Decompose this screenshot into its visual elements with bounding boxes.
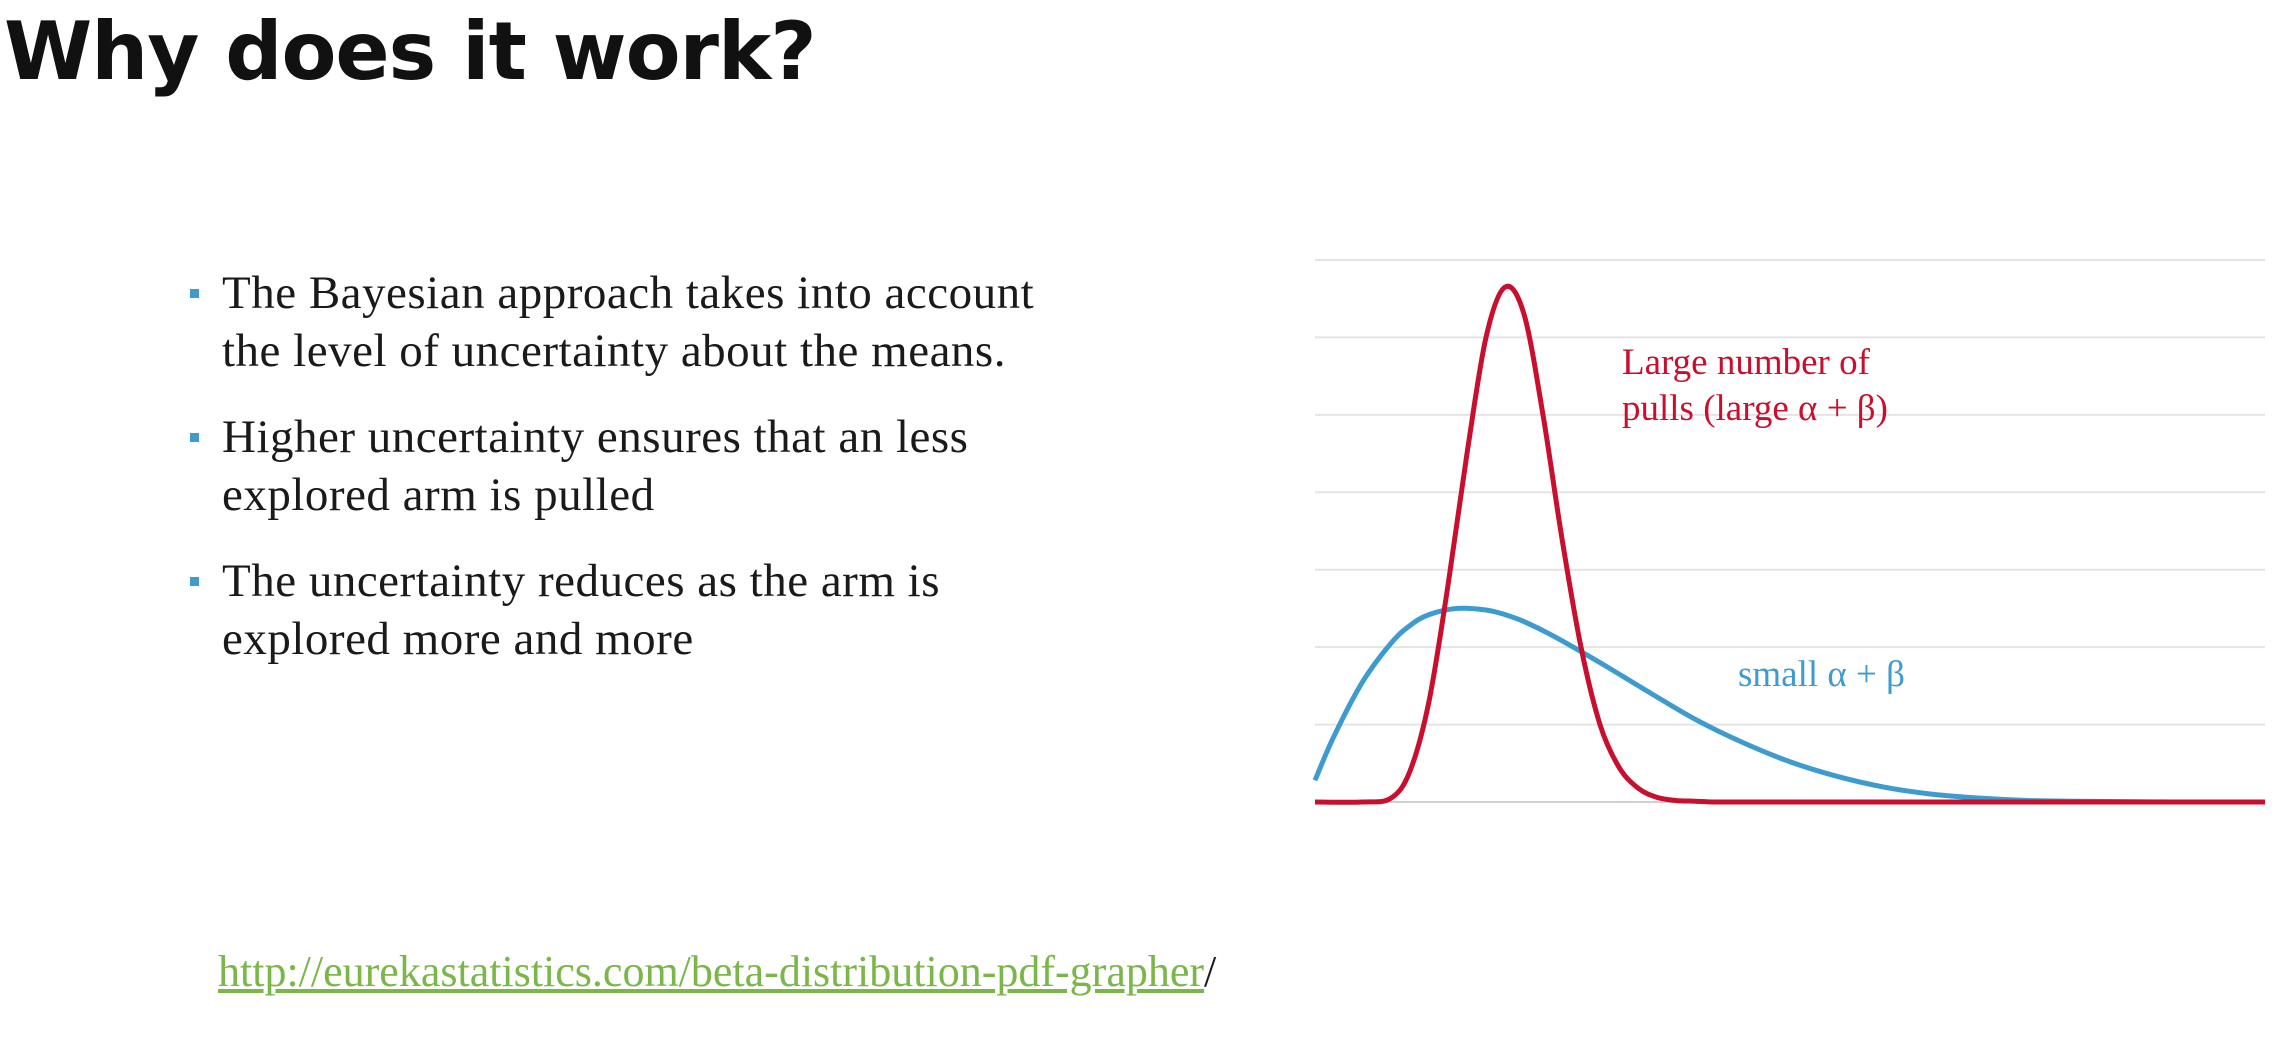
beta-distribution-chart: Large number of pulls (large α + β) smal… bbox=[1312, 259, 2266, 805]
bullet-text-line: The Bayesian approach takes into account bbox=[222, 267, 1035, 319]
series-line-red bbox=[1314, 283, 2265, 805]
source-link-row: http://eurekastatistics.com/beta-distrib… bbox=[218, 944, 1216, 1000]
square-bullet-icon bbox=[190, 577, 199, 586]
series-label-red: Large number of bbox=[1622, 342, 1871, 383]
bullet-list: The Bayesian approach takes into account… bbox=[182, 264, 1262, 696]
bullet-text-line: explored arm is pulled bbox=[222, 469, 655, 521]
bullet-text-line: the level of uncertainty about the means… bbox=[222, 325, 1006, 377]
bullet-text-line: The uncertainty reduces as the arm is bbox=[222, 555, 940, 607]
bullet-item: Higher uncertainty ensures that an less … bbox=[182, 408, 1262, 524]
slide-title: Why does it work? bbox=[4, 5, 817, 98]
series-line-blue bbox=[1312, 605, 2266, 805]
bullet-item: The uncertainty reduces as the arm is ex… bbox=[182, 552, 1262, 668]
bullet-item: The Bayesian approach takes into account… bbox=[182, 264, 1262, 380]
link-suffix: / bbox=[1204, 947, 1217, 996]
bullet-text-line: explored more and more bbox=[222, 613, 694, 665]
square-bullet-icon bbox=[190, 433, 199, 442]
source-link[interactable]: http://eurekastatistics.com/beta-distrib… bbox=[218, 947, 1205, 996]
square-bullet-icon bbox=[190, 289, 199, 298]
series-label-red: pulls (large α + β) bbox=[1622, 388, 1888, 429]
series-label-blue: small α + β bbox=[1738, 654, 1905, 695]
bullet-text-line: Higher uncertainty ensures that an less bbox=[222, 411, 969, 463]
